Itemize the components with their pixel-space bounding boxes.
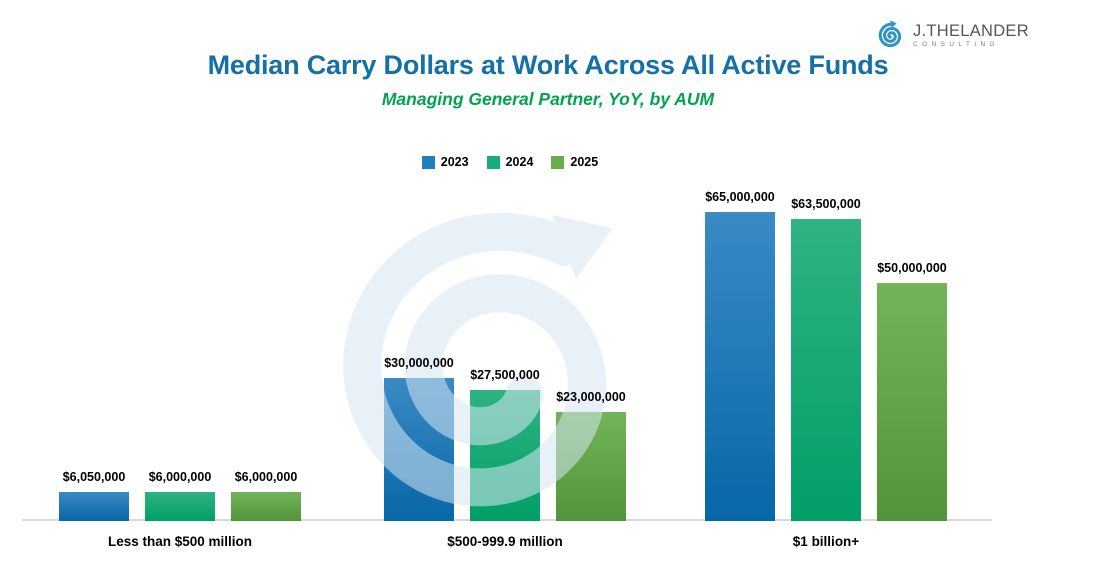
chart-subtitle: Managing General Partner, YoY, by AUM: [381, 89, 715, 109]
chart-title: Median Carry Dollars at Work Across All …: [207, 50, 889, 80]
legend-item-2023: 2023: [421, 155, 469, 169]
bar-2024: [470, 390, 540, 521]
legend-item-2024: 2024: [486, 155, 534, 169]
bar-2025: [877, 283, 947, 521]
company-logo: J.THELANDER CONSULTING: [874, 18, 1033, 52]
category-label: $1 billion+: [792, 534, 860, 549]
legend-item-2025: 2025: [551, 155, 598, 169]
bar-2024: [791, 219, 861, 521]
logo-text: J.THELANDER CONSULTING: [913, 22, 1033, 49]
category-label: Less than $500 million: [107, 534, 253, 549]
bar-2025: [556, 411, 626, 521]
legend-swatch-icon: [551, 155, 565, 169]
legend-swatch-icon: [421, 155, 435, 169]
legend: 2023 2024 2025: [0, 155, 1020, 169]
value-label: $6,000,000: [148, 470, 212, 485]
legend-label: 2023: [440, 155, 469, 169]
value-label: $23,000,000: [556, 389, 626, 404]
bar-2023: [59, 492, 129, 521]
bar-2023: [705, 212, 775, 521]
legend-label: 2025: [570, 155, 599, 169]
legend-label: 2024: [505, 155, 534, 169]
category-label: $500-999.9 million: [447, 534, 563, 549]
bar-2023: [384, 378, 454, 521]
legend-swatch-icon: [486, 155, 500, 169]
value-label: $27,500,000: [470, 368, 540, 383]
value-label: $6,000,000: [234, 470, 298, 485]
bar-2025: [231, 492, 301, 521]
logo-tagline: CONSULTING: [913, 40, 1000, 48]
value-label: $50,000,000: [877, 261, 947, 276]
value-label: $6,050,000: [62, 470, 126, 485]
logo-name: J.THELANDER: [913, 20, 1029, 40]
spiral-logo-icon: [878, 20, 902, 48]
bar-2024: [145, 492, 215, 521]
value-label: $63,500,000: [791, 197, 861, 212]
value-label: $65,000,000: [705, 190, 775, 204]
